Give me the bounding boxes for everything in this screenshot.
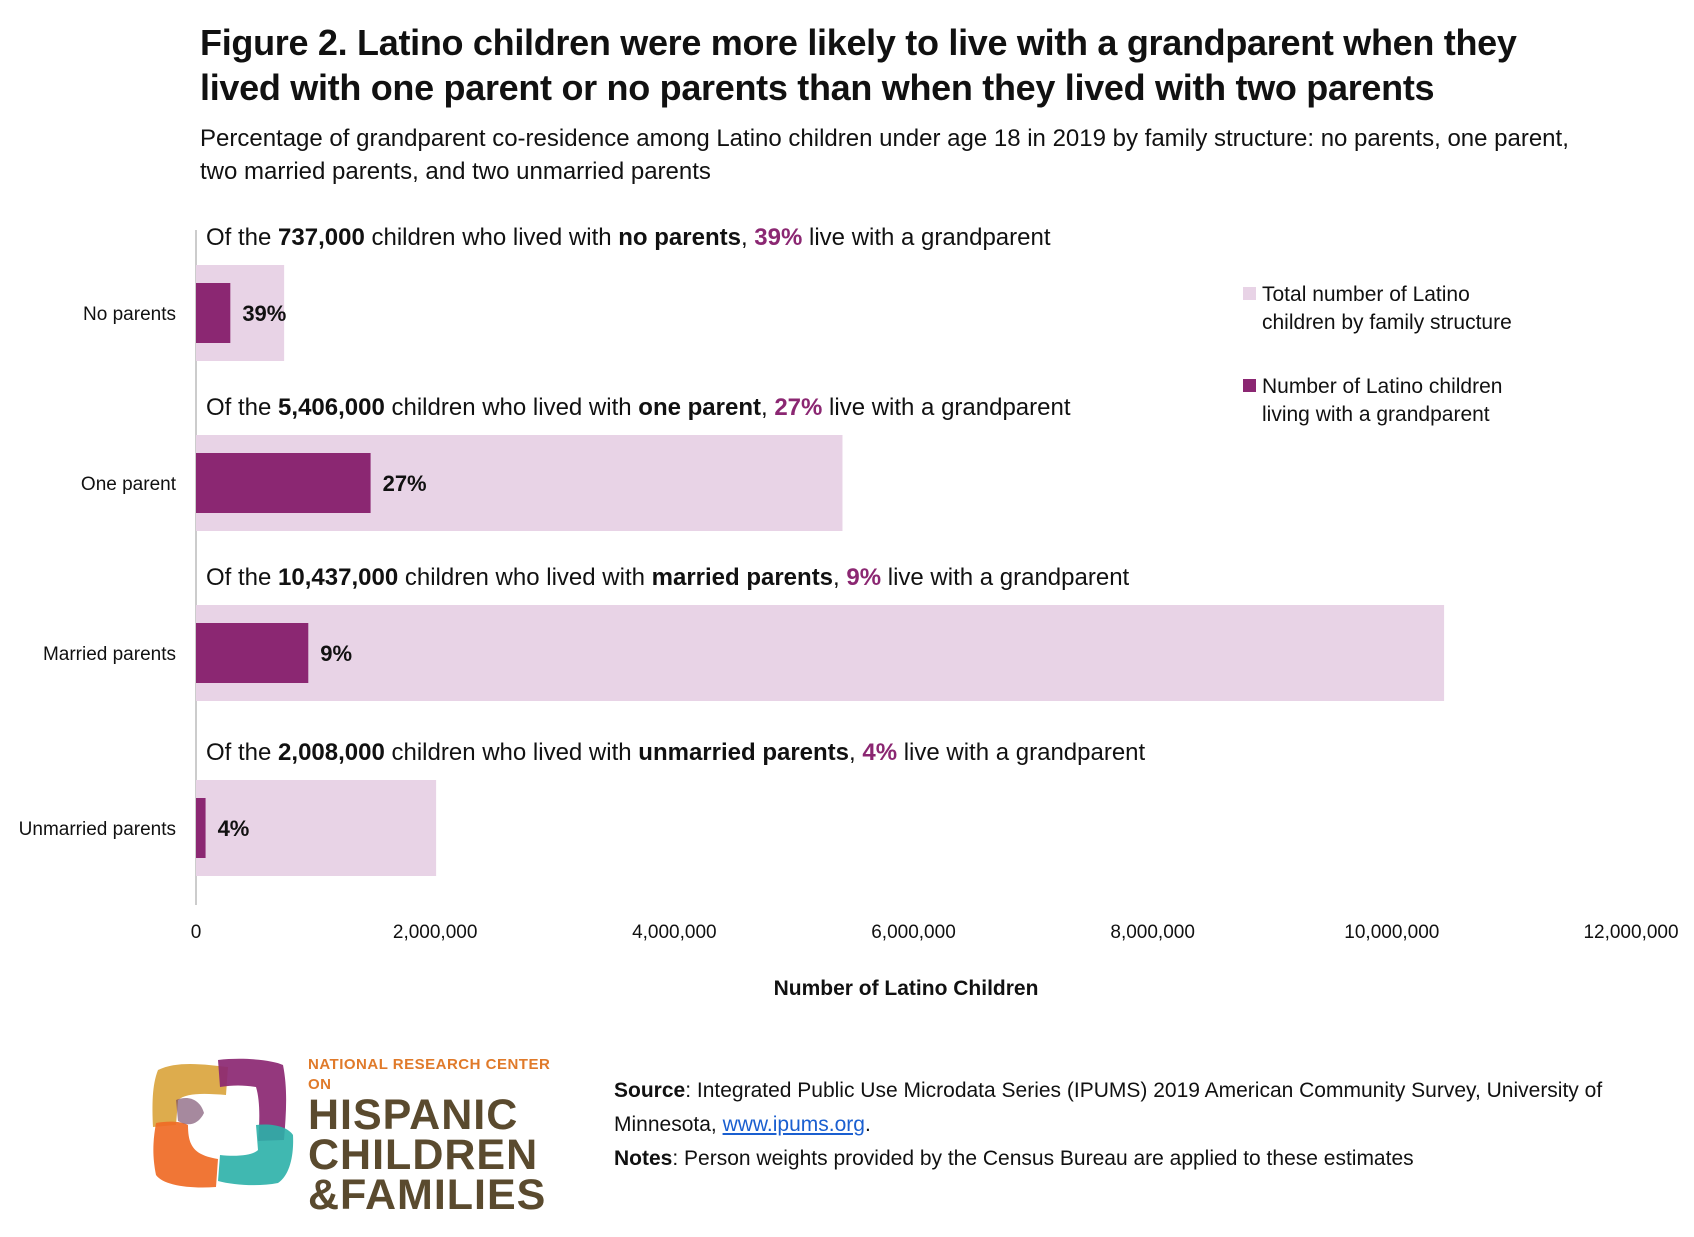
annotation-0-segment-4: ,	[741, 224, 754, 251]
chart-area: Of the 737,000 children who lived with n…	[0, 205, 1694, 1015]
x-tick-label-1: 2,000,000	[393, 922, 478, 943]
x-axis-title: Number of Latino Children	[774, 977, 1039, 1000]
data-label-2: 9%	[320, 641, 352, 666]
logo-line-3: CHILDREN	[308, 1131, 539, 1179]
total-bar-2	[196, 605, 1445, 701]
annotation-2-segment-1: 10,437,000	[278, 564, 398, 591]
bar-chart: Of the 737,000 children who lived with n…	[19, 224, 1679, 1000]
legend-label-1-line-1: living with a grandparent	[1262, 403, 1490, 426]
legend-swatch-1	[1243, 379, 1256, 392]
source-text: : Integrated Public Use Microdata Series…	[614, 1079, 1603, 1136]
x-tick-label-0: 0	[191, 922, 202, 943]
annotation-1: Of the 5,406,000 children who lived with…	[206, 394, 1071, 421]
source-label: Source	[614, 1079, 686, 1102]
logo-mark-icon	[152, 1058, 294, 1188]
source-end: .	[864, 1113, 871, 1136]
grandparent-bar-1	[196, 453, 371, 513]
annotation-3-segment-2: children who lived with	[385, 739, 638, 766]
annotation-2-segment-4: ,	[833, 564, 846, 591]
annotation-3: Of the 2,008,000 children who lived with…	[206, 739, 1146, 766]
annotation-0-segment-0: Of the	[206, 224, 278, 251]
chart-title: Figure 2. Latino children were more like…	[200, 22, 1517, 108]
legend-label-0-line-0: Total number of Latino	[1262, 283, 1470, 306]
annotation-2-segment-5: 9%	[846, 564, 881, 591]
logo-line-2: HISPANIC	[308, 1091, 519, 1139]
annotation-0: Of the 737,000 children who lived with n…	[206, 224, 1051, 251]
annotation-0-segment-3: no parents	[618, 224, 741, 251]
annotation-0-segment-2: children who lived with	[365, 224, 618, 251]
grandparent-bar-0	[196, 283, 231, 343]
annotation-0-segment-6: live with a grandparent	[802, 224, 1050, 251]
logo-line-1: NATIONAL RESEARCH CENTER ON	[308, 1056, 551, 1093]
annotation-3-segment-3: unmarried parents	[638, 739, 849, 766]
logo-text: NATIONAL RESEARCH CENTER ON HISPANIC CHI…	[308, 1055, 578, 1219]
grandparent-bar-3	[196, 798, 206, 858]
annotation-2-segment-3: married parents	[652, 564, 833, 591]
annotation-3-segment-5: 4%	[862, 739, 897, 766]
data-label-3: 4%	[218, 816, 250, 841]
category-label-3: Unmarried parents	[19, 819, 176, 840]
annotation-1-segment-4: ,	[761, 394, 774, 421]
category-label-0: No parents	[83, 304, 176, 325]
x-tick-label-3: 6,000,000	[871, 922, 956, 943]
annotation-2-segment-2: children who lived with	[398, 564, 651, 591]
annotation-1-segment-0: Of the	[206, 394, 278, 421]
source-line: Source: Integrated Public Use Microdata …	[614, 1074, 1674, 1142]
annotation-0-segment-1: 737,000	[278, 224, 365, 251]
x-tick-label-6: 12,000,000	[1583, 922, 1678, 943]
source-link[interactable]: www.ipums.org	[722, 1113, 865, 1136]
organization-logo: NATIONAL RESEARCH CENTER ON HISPANIC CHI…	[148, 1055, 568, 1217]
category-label-2: Married parents	[43, 644, 176, 665]
annotation-1-segment-5: 27%	[774, 394, 822, 421]
annotation-2-segment-6: live with a grandparent	[881, 564, 1129, 591]
data-label-1: 27%	[383, 471, 427, 496]
grandparent-bar-2	[196, 623, 309, 683]
annotation-0-segment-5: 39%	[754, 224, 802, 251]
annotation-1-segment-1: 5,406,000	[278, 394, 385, 421]
annotation-1-segment-3: one parent	[638, 394, 761, 421]
data-label-0: 39%	[242, 301, 286, 326]
total-bar-3	[196, 780, 437, 876]
chart-subtitle: Percentage of grandparent co-residence a…	[200, 125, 1569, 185]
notes-label: Notes	[614, 1147, 673, 1170]
annotation-2: Of the 10,437,000 children who lived wit…	[206, 564, 1130, 591]
legend-swatch-0	[1243, 287, 1256, 300]
annotation-1-segment-2: children who lived with	[385, 394, 638, 421]
legend-label-0-line-1: children by family structure	[1262, 311, 1512, 334]
x-tick-label-4: 8,000,000	[1110, 922, 1195, 943]
logo-line-4: &FAMILIES	[308, 1171, 547, 1219]
annotation-3-segment-6: live with a grandparent	[897, 739, 1145, 766]
annotation-3-segment-0: Of the	[206, 739, 278, 766]
annotation-3-segment-1: 2,008,000	[278, 739, 385, 766]
source-notes: Source: Integrated Public Use Microdata …	[614, 1074, 1674, 1176]
category-label-1: One parent	[81, 474, 177, 495]
annotation-1-segment-6: live with a grandparent	[822, 394, 1070, 421]
notes-text: : Person weights provided by the Census …	[672, 1147, 1414, 1170]
annotation-2-segment-0: Of the	[206, 564, 278, 591]
x-tick-label-2: 4,000,000	[632, 922, 717, 943]
x-tick-label-5: 10,000,000	[1344, 922, 1439, 943]
notes-line: Notes: Person weights provided by the Ce…	[614, 1142, 1674, 1176]
legend-label-1-line-0: Number of Latino children	[1262, 375, 1502, 398]
annotation-3-segment-4: ,	[849, 739, 862, 766]
